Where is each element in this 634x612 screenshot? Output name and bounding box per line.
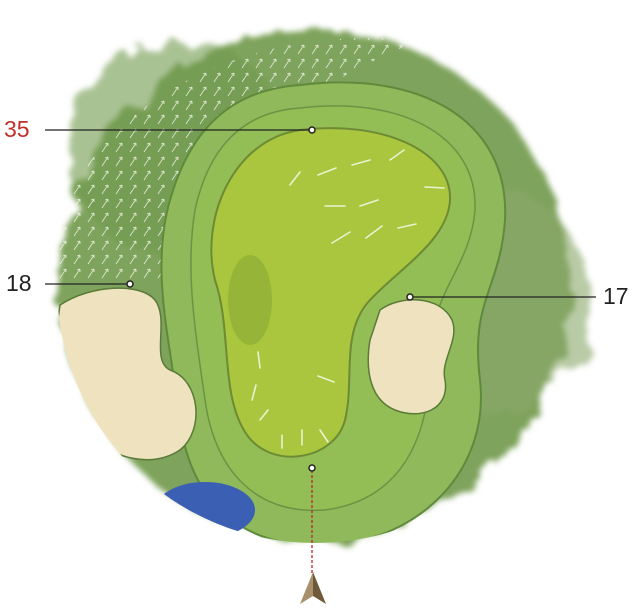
- green-shade: [228, 255, 272, 345]
- pin-dot: [308, 126, 316, 134]
- callouts: 35 18 17: [4, 116, 629, 309]
- bunker-right: [367, 299, 455, 415]
- label: 35: [4, 116, 30, 142]
- label: 18: [6, 270, 32, 296]
- water: [155, 482, 255, 538]
- pin-dot: [126, 280, 134, 288]
- approach: [300, 464, 326, 604]
- front-dot: [308, 464, 316, 472]
- putting-green: [210, 127, 452, 458]
- arrow-right: [313, 572, 326, 604]
- label: 17: [603, 283, 629, 309]
- arrow-left: [300, 572, 313, 604]
- pin-dot: [406, 293, 414, 301]
- slope-arrows: [251, 149, 445, 449]
